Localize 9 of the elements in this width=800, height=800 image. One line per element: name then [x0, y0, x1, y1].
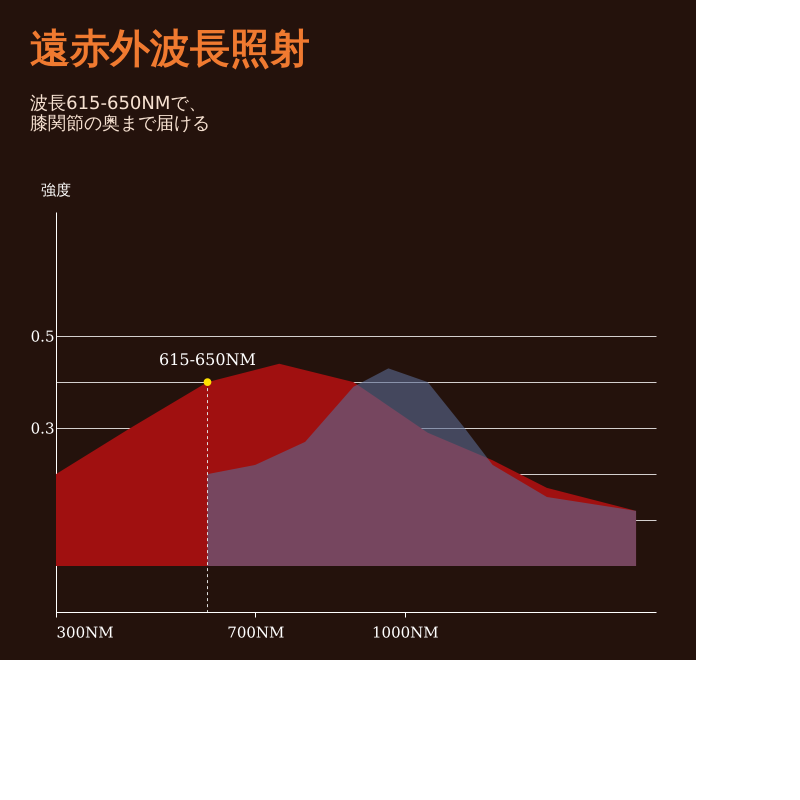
y-axis-title: 強度 — [41, 181, 71, 199]
x-tick-label: 1000NM — [372, 624, 439, 642]
x-tick-label: 700NM — [227, 624, 284, 642]
y-tick-label: 0.3 — [30, 420, 54, 438]
chart-subtitle: 波長615-650NMで、膝関節の奥まで届ける — [30, 93, 210, 134]
chart-title: 遠赤外波長照射 — [30, 26, 310, 72]
x-tick-label: 300NM — [56, 624, 114, 642]
annotation: 615-650NM — [159, 350, 256, 370]
y-tick-label: 0.5 — [30, 328, 54, 346]
